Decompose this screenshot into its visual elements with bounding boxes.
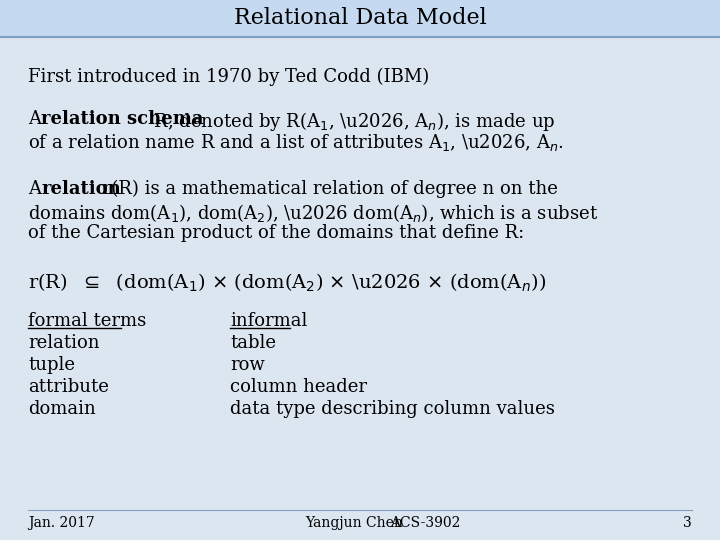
Text: ACS-3902: ACS-3902 (390, 516, 460, 530)
Text: Jan. 2017: Jan. 2017 (28, 516, 95, 530)
Text: informal: informal (230, 312, 307, 330)
Text: Yangjun Chen: Yangjun Chen (305, 516, 403, 530)
Text: column header: column header (230, 378, 367, 396)
Text: R, denoted by R(A$_1$, \u2026, A$_n$), is made up: R, denoted by R(A$_1$, \u2026, A$_n$), i… (148, 110, 555, 133)
Text: Relational Data Model: Relational Data Model (233, 7, 487, 29)
Text: relation: relation (41, 180, 121, 198)
FancyBboxPatch shape (0, 0, 720, 36)
Text: relation schema: relation schema (41, 110, 204, 128)
Text: row: row (230, 356, 265, 374)
Text: A: A (28, 110, 47, 128)
Text: tuple: tuple (28, 356, 75, 374)
Text: 3: 3 (683, 516, 692, 530)
Text: First introduced in 1970 by Ted Codd (IBM): First introduced in 1970 by Ted Codd (IB… (28, 68, 429, 86)
Text: attribute: attribute (28, 378, 109, 396)
Text: formal terms: formal terms (28, 312, 146, 330)
Text: domains dom(A$_1$), dom(A$_2$), \u2026 dom(A$_n$), which is a subset: domains dom(A$_1$), dom(A$_2$), \u2026 d… (28, 202, 598, 224)
Text: r(R) is a mathematical relation of degree n on the: r(R) is a mathematical relation of degre… (97, 180, 558, 198)
Text: table: table (230, 334, 276, 352)
Text: domain: domain (28, 400, 96, 418)
Text: r(R)  $\subseteq$  (dom(A$_1$) $\times$ (dom(A$_2$) $\times$ \u2026 $\times$ (do: r(R) $\subseteq$ (dom(A$_1$) $\times$ (d… (28, 272, 546, 294)
Text: relation: relation (28, 334, 99, 352)
Text: of a relation name R and a list of attributes A$_1$, \u2026, A$_n$.: of a relation name R and a list of attri… (28, 132, 564, 153)
Text: data type describing column values: data type describing column values (230, 400, 555, 418)
Text: of the Cartesian product of the domains that define R:: of the Cartesian product of the domains … (28, 224, 524, 242)
Text: A: A (28, 180, 47, 198)
